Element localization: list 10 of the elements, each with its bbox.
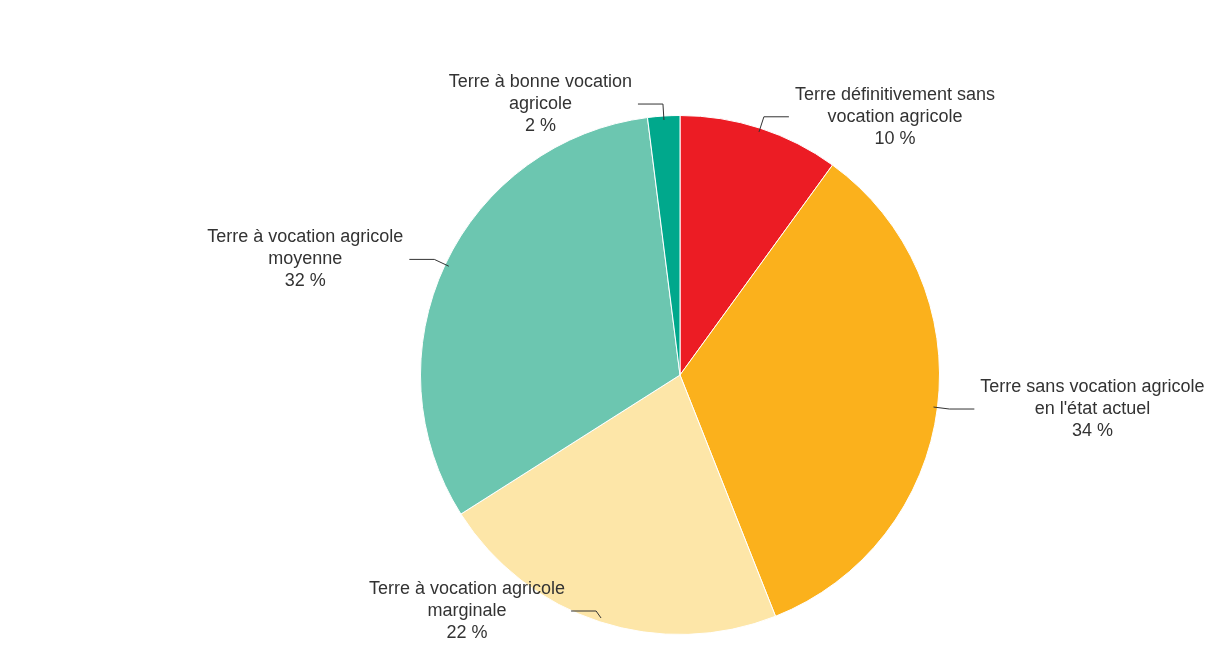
slice-label: Terre à vocation agricole marginale — [369, 577, 566, 620]
data-label: 22 % — [446, 621, 488, 642]
data-label: 32 % — [284, 270, 326, 291]
data-label: 2 % — [524, 115, 556, 135]
slice-label: Terre à bonne vocation agricole — [448, 71, 632, 113]
slice-label: Terre à vocation agricole moyenne — [207, 226, 404, 269]
slice-label: Terre sans vocation agricole en l'état actuel — [980, 376, 1205, 418]
data-label: 34 % — [1071, 420, 1113, 440]
data-label: 10 % — [874, 127, 916, 148]
slice-label: Terre définitivement sans vocation agricole — [794, 83, 995, 126]
